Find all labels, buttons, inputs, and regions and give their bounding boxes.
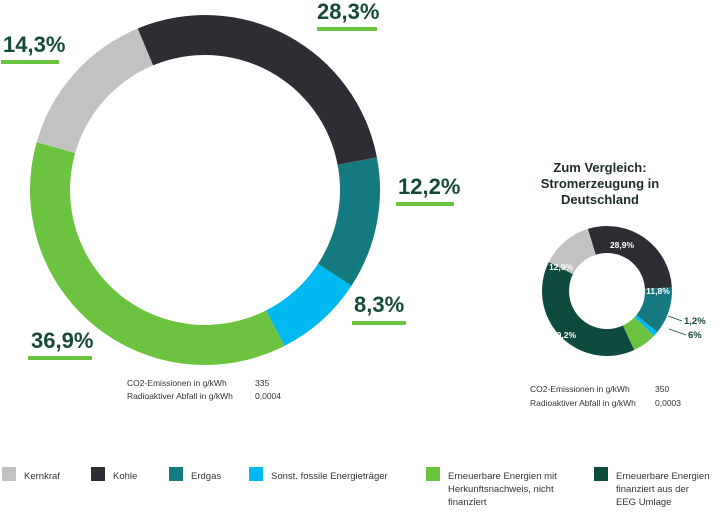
donut-slice-erdgas	[318, 157, 380, 286]
slice-label-ee_herkunft: 36,9%	[31, 328, 93, 353]
donut-slice-kohle	[137, 15, 377, 165]
slice-label-underline	[28, 356, 92, 360]
legend-label-ee_herkunft: finanziert	[448, 497, 487, 508]
donut-slice-fossil	[266, 263, 352, 346]
legend-label-kernkraft: Kernkraf	[24, 471, 60, 482]
slice-label-underline	[1, 60, 59, 64]
stat-label: Radioaktiver Abfall in g/kWh	[127, 391, 233, 401]
donut-slice-kernkraft	[548, 228, 596, 275]
comparison-stat-value: 0,0003	[655, 398, 681, 408]
stat-value: 335	[255, 378, 269, 388]
comparison-slice-label-erdgas: 11,8%	[646, 286, 670, 296]
comparison-stat-label: Radioaktiver Abfall in g/kWh	[530, 398, 636, 408]
legend-swatch-kernkraft	[2, 467, 16, 481]
slice-label-erdgas: 12,2%	[398, 174, 460, 199]
legend-label-kohle: Kohle	[113, 471, 137, 482]
comparison-slice-label-ee_herkunft: 6%	[688, 330, 702, 341]
legend-label-ee_eeg: finanziert aus der	[616, 484, 689, 495]
donut-slice-kohle	[587, 226, 672, 289]
slice-label-underline	[396, 202, 454, 206]
comparison-donut-chart: Zum Vergleich:Stromerzeugung inDeutschla…	[530, 160, 706, 408]
donut-slice-ee_eeg	[541, 262, 635, 357]
legend-label-ee_eeg: Erneuerbare Energien	[616, 471, 709, 482]
comparison-slice-label-kohle: 28,9%	[610, 240, 635, 250]
comparison-slice-label-fossil: 1,2%	[684, 316, 706, 327]
donut-slice-ee_herkunft	[29, 142, 285, 365]
slice-label-fossil: 8,3%	[354, 292, 404, 317]
legend-label-ee_herkunft: Herkunftsnachweis, nicht	[448, 484, 554, 495]
comparison-stat-label: CO2-Emissionen in g/kWh	[530, 384, 630, 394]
donut-slice-kernkraft	[36, 28, 154, 154]
slice-label-underline	[352, 321, 406, 325]
comparison-title-line: Zum Vergleich:	[553, 160, 646, 175]
legend-label-ee_eeg: EEG Umlage	[616, 497, 671, 508]
legend-label-ee_herkunft: Erneuerbare Energien mit	[448, 471, 557, 482]
comparison-title-line: Deutschland	[561, 192, 639, 207]
legend-swatch-ee_eeg	[594, 467, 608, 481]
donut-slice-ee_herkunft	[622, 317, 655, 351]
legend-swatch-kohle	[91, 467, 105, 481]
comparison-slice-label-ee_eeg: 39,2%	[552, 330, 577, 340]
legend: Kernkraf Kohle Erdgas Sonst. fossile Energi…	[2, 467, 709, 508]
comparison-slice-label-kernkraft: 12,9%	[549, 262, 574, 272]
leader-line	[667, 315, 683, 322]
legend-swatch-erdgas	[169, 467, 183, 481]
slice-label-kohle: 28,3%	[317, 0, 379, 24]
leader-line	[668, 328, 687, 336]
comparison-stat-value: 350	[655, 384, 669, 394]
donut-slice-fossil	[634, 315, 658, 336]
donut-slice-erdgas	[636, 287, 672, 333]
stat-label: CO2-Emissionen in g/kWh	[127, 378, 227, 388]
slice-label-kernkraft: 14,3%	[3, 32, 65, 57]
comparison-title-line: Stromerzeugung in	[541, 176, 660, 191]
legend-label-erdgas: Erdgas	[191, 471, 221, 482]
legend-swatch-fossil	[249, 467, 263, 481]
legend-label-fossil: Sonst. fossile Energieträger	[271, 471, 388, 482]
main-donut-chart: 28,3% 12,2% 8,3% 36,9% 14,3% CO2-Emissionen i…	[1, 0, 460, 401]
stat-value: 0,0004	[255, 391, 281, 401]
legend-swatch-ee_herkunft	[426, 467, 440, 481]
slice-label-underline	[317, 27, 377, 31]
